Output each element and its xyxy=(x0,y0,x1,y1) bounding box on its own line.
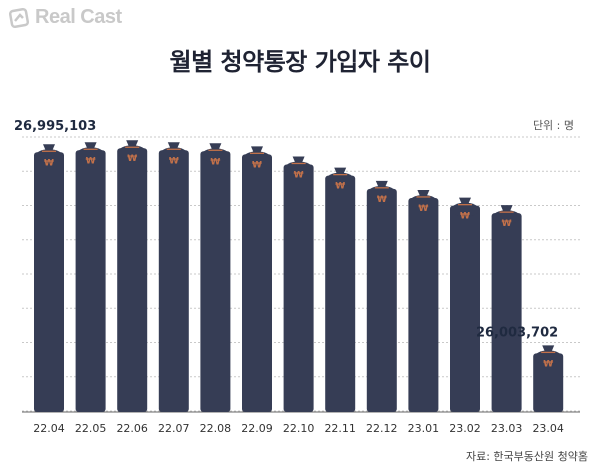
bar-knot xyxy=(417,189,430,197)
bar xyxy=(533,353,564,412)
grid-lines xyxy=(22,136,580,413)
won-icon: ₩ xyxy=(210,157,220,167)
bars: ₩ ₩ ₩ ₩ ₩ ₩ ₩ ₩ ₩ ₩ ₩ ₩ ₩ xyxy=(34,140,564,413)
bar-knot xyxy=(126,140,139,148)
won-icon: ₩ xyxy=(460,212,470,222)
bar-22.12: ₩ xyxy=(366,180,397,412)
bar-knot xyxy=(43,144,55,152)
bar-23.02: ₩ xyxy=(450,197,480,412)
x-tick-label: 22.08 xyxy=(200,422,232,435)
bar xyxy=(200,151,231,413)
won-icon: ₩ xyxy=(294,170,304,180)
won-icon: ₩ xyxy=(169,156,179,166)
bar-cap xyxy=(201,148,230,163)
bar-22.09: ₩ xyxy=(242,146,272,413)
bar-23.03: ₩ xyxy=(491,205,522,412)
bar xyxy=(242,154,272,413)
bar-23.04: ₩ xyxy=(533,345,564,412)
x-tick-label: 22.05 xyxy=(75,422,107,435)
x-tick-label: 22.12 xyxy=(366,422,398,435)
bar-cap xyxy=(492,210,521,225)
bar-knot xyxy=(459,197,471,205)
won-icon: ₩ xyxy=(335,182,345,192)
bar-22.11: ₩ xyxy=(325,167,356,412)
won-icon: ₩ xyxy=(418,204,428,214)
bar-23.01: ₩ xyxy=(408,189,439,412)
chart-title: 월별 청약통장 가입자 추이 xyxy=(169,48,431,76)
brand-logo: Real Cast xyxy=(8,6,122,29)
x-tick-label: 22.09 xyxy=(241,422,273,435)
bar-cap xyxy=(326,172,355,187)
x-tick-label: 22.11 xyxy=(324,422,356,435)
won-icon: ₩ xyxy=(252,160,262,170)
won-icon: ₩ xyxy=(127,154,137,164)
bar-cap xyxy=(243,151,271,166)
bar-cap xyxy=(534,350,563,365)
x-tick-label: 23.02 xyxy=(449,422,481,435)
bar xyxy=(366,188,397,412)
x-tick-label: 23.01 xyxy=(408,422,440,435)
x-tick-label: 23.04 xyxy=(532,422,564,435)
source-label: 자료: 한국부동산원 청약홈 xyxy=(465,450,588,463)
unit-label: 단위 : 명 xyxy=(532,119,574,132)
bar xyxy=(158,150,189,412)
brand-name: Real Cast xyxy=(35,6,122,28)
bar-knot xyxy=(334,167,347,175)
won-icon: ₩ xyxy=(543,359,553,369)
x-tick-label: 22.10 xyxy=(283,422,315,435)
bar-22.05: ₩ xyxy=(75,142,106,412)
data-label: 26,003,702 xyxy=(476,325,558,340)
real-cast-logo-icon xyxy=(8,7,30,28)
bar-knot xyxy=(292,156,305,164)
won-icon: ₩ xyxy=(502,219,512,229)
bar-22.07: ₩ xyxy=(158,142,189,412)
bar-cap xyxy=(284,161,313,176)
bar-22.08: ₩ xyxy=(200,143,231,413)
won-icon: ₩ xyxy=(44,158,54,168)
data-labels: 26,995,103 26,003,702 xyxy=(14,119,558,340)
bar xyxy=(491,213,522,412)
bar-cap xyxy=(451,202,479,217)
bar xyxy=(283,164,314,412)
x-tick-label: 22.04 xyxy=(33,422,65,435)
bar-knot xyxy=(375,180,388,188)
bar-knot xyxy=(500,205,513,213)
won-icon: ₩ xyxy=(86,156,96,166)
data-label: 26,995,103 xyxy=(14,119,96,134)
bar-22.10: ₩ xyxy=(283,156,314,412)
bar xyxy=(325,175,356,412)
bar xyxy=(117,148,148,412)
bar-cap xyxy=(35,149,63,164)
won-icon: ₩ xyxy=(377,195,387,205)
bar-22.04: ₩ xyxy=(34,144,64,412)
x-tick-labels: 22.04 22.05 22.06 22.07 22.08 22.09 22.10 22.11… xyxy=(33,422,564,435)
bar xyxy=(450,205,480,412)
bar xyxy=(34,152,64,412)
x-tick-label: 22.06 xyxy=(116,422,148,435)
bar-22.06: ₩ xyxy=(117,140,148,412)
bar-cap xyxy=(367,185,396,200)
bar xyxy=(408,197,439,412)
x-tick-label: 23.03 xyxy=(491,422,523,435)
bar-knot xyxy=(251,146,263,154)
bar-knot xyxy=(84,142,97,150)
bar-knot xyxy=(542,345,555,353)
bar-knot xyxy=(167,142,180,150)
bar-cap xyxy=(159,147,188,162)
bar-cap xyxy=(409,194,438,209)
bar-cap xyxy=(118,145,147,160)
bar-knot xyxy=(209,143,222,151)
bar-cap xyxy=(76,147,105,162)
bar xyxy=(75,150,106,412)
x-tick-label: 22.07 xyxy=(158,422,190,435)
